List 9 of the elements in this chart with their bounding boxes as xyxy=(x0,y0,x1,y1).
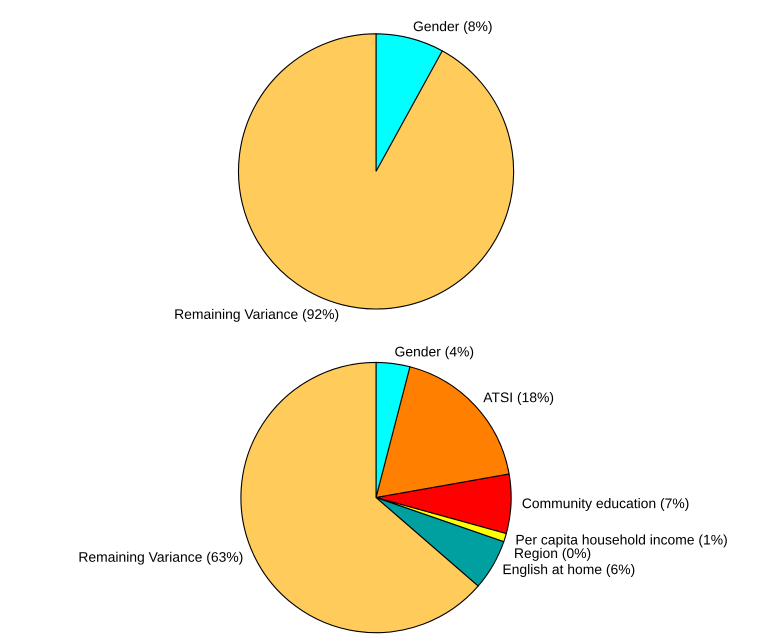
slice-label: Gender (8%) xyxy=(414,21,492,34)
slice-label: Remaining Variance (92%) xyxy=(175,308,338,322)
slice-label: Community education (7%) xyxy=(522,498,688,511)
category-label: Region (0%) xyxy=(515,548,590,561)
slice-label: Remaining Variance (63%) xyxy=(80,552,242,565)
slice-label: ATSI (18%) xyxy=(483,392,554,405)
slice-label: English at home (6%) xyxy=(504,564,634,577)
slice-label: Gender (4%) xyxy=(395,346,474,360)
slice-label: Per capita household income (1%) xyxy=(516,534,727,548)
